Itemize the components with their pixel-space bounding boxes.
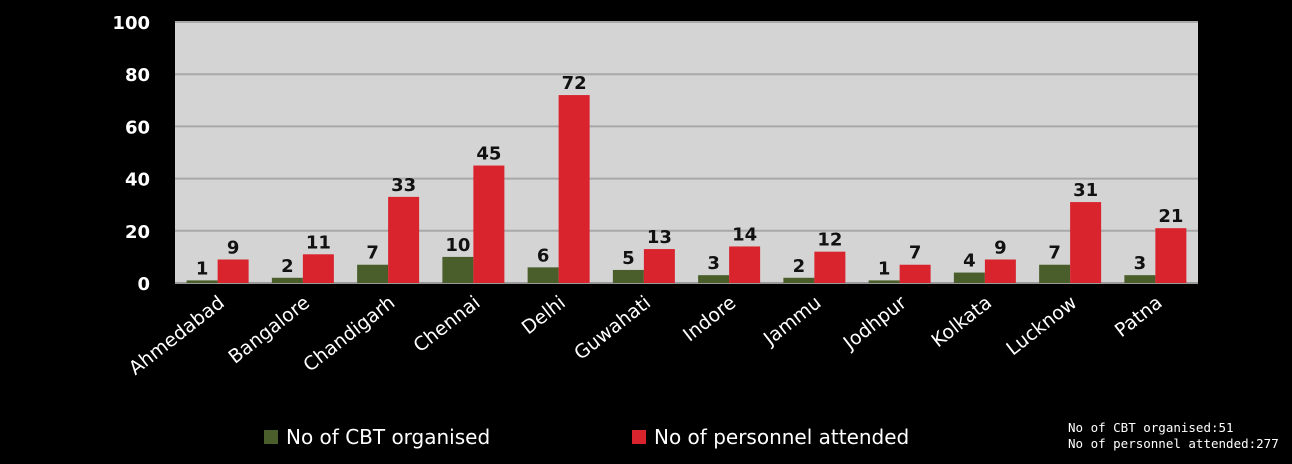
value-label-attended: 7 — [909, 243, 922, 264]
value-label-attended: 9 — [227, 238, 240, 259]
value-label-attended: 13 — [647, 227, 672, 248]
bar-organised — [442, 256, 474, 283]
bar-organised — [1039, 264, 1071, 283]
bar-organised — [698, 275, 730, 283]
value-label-organised: 1 — [196, 258, 209, 279]
legend-swatch-organised — [264, 430, 278, 444]
y-tick-label: 0 — [137, 274, 150, 295]
bar-attended — [217, 259, 249, 283]
bar-attended — [1155, 228, 1187, 283]
value-label-organised: 5 — [622, 248, 635, 269]
bar-attended — [302, 254, 334, 283]
bar-organised — [271, 277, 303, 283]
bar-attended — [388, 196, 420, 283]
bar-attended — [984, 259, 1016, 283]
total-attended: No of personnel attended:277 — [1068, 436, 1279, 451]
value-label-attended: 21 — [1158, 206, 1183, 227]
y-tick-label: 80 — [125, 65, 150, 86]
bar-organised — [1124, 275, 1156, 283]
value-label-organised: 6 — [537, 245, 550, 266]
legend-swatch-attended — [632, 430, 646, 444]
legend-label-organised: No of CBT organised — [286, 425, 491, 449]
legend-label-attended: No of personnel attended — [654, 425, 910, 449]
value-label-organised: 3 — [1134, 253, 1147, 274]
totals-box: No of CBT organised:51 No of personnel a… — [1068, 420, 1279, 452]
value-label-attended: 33 — [391, 175, 416, 196]
y-tick-label: 40 — [125, 170, 150, 191]
value-label-organised: 1 — [878, 258, 891, 279]
value-label-organised: 3 — [707, 253, 720, 274]
total-organised: No of CBT organised:51 — [1068, 420, 1234, 435]
legend-organised: No of CBT organised — [264, 425, 490, 449]
value-label-attended: 11 — [306, 232, 331, 253]
y-tick-label: 60 — [125, 117, 150, 138]
bar-organised — [357, 264, 389, 283]
bar-organised — [783, 277, 815, 283]
bar-attended — [643, 249, 675, 283]
bar-attended — [814, 251, 846, 283]
bar-organised — [186, 280, 218, 283]
bar-attended — [558, 95, 590, 283]
value-label-attended: 9 — [994, 238, 1007, 259]
value-label-organised: 2 — [793, 256, 806, 277]
bar-organised — [953, 272, 985, 283]
value-label-attended: 72 — [562, 73, 587, 94]
bar-organised — [612, 269, 644, 283]
bar-organised — [527, 267, 559, 283]
y-tick-label: 100 — [112, 13, 150, 34]
value-label-attended: 12 — [817, 230, 842, 251]
value-label-organised: 2 — [281, 256, 294, 277]
value-label-attended: 14 — [732, 224, 757, 245]
value-label-attended: 31 — [1073, 180, 1098, 201]
bar-attended — [729, 246, 761, 283]
value-label-attended: 45 — [476, 144, 501, 165]
value-label-organised: 4 — [963, 251, 976, 272]
value-label-organised: 7 — [1048, 243, 1061, 264]
bar-attended — [473, 165, 505, 283]
plot-area — [175, 22, 1198, 283]
bar-attended — [899, 264, 931, 283]
legend-attended: No of personnel attended — [632, 425, 909, 449]
value-label-organised: 7 — [366, 243, 379, 264]
bar-organised — [868, 280, 900, 283]
y-tick-label: 20 — [125, 222, 150, 243]
value-label-organised: 10 — [445, 235, 470, 256]
bar-attended — [1070, 202, 1102, 283]
